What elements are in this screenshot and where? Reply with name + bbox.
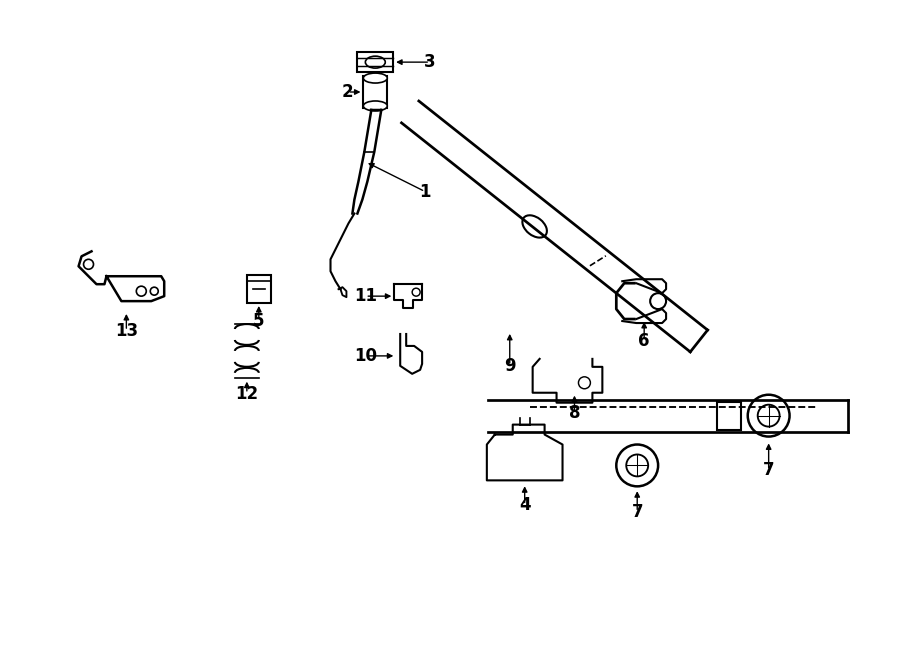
- Ellipse shape: [758, 405, 779, 426]
- Text: 7: 7: [632, 503, 643, 522]
- Ellipse shape: [364, 101, 387, 111]
- Bar: [247, 275, 271, 303]
- Text: 8: 8: [569, 404, 580, 422]
- Text: 6: 6: [638, 332, 650, 350]
- Circle shape: [412, 288, 420, 296]
- Bar: [717, 402, 741, 430]
- Text: 2: 2: [342, 83, 353, 101]
- Text: 3: 3: [424, 53, 436, 71]
- Ellipse shape: [365, 56, 385, 68]
- Ellipse shape: [626, 455, 648, 477]
- Circle shape: [650, 293, 666, 309]
- Text: 4: 4: [519, 496, 530, 514]
- Ellipse shape: [748, 395, 789, 436]
- Text: 1: 1: [419, 182, 431, 200]
- Text: 7: 7: [763, 461, 775, 479]
- Ellipse shape: [616, 444, 658, 486]
- Text: 5: 5: [253, 312, 265, 330]
- Text: 12: 12: [235, 385, 258, 403]
- Text: 9: 9: [504, 357, 516, 375]
- Circle shape: [84, 259, 94, 269]
- Circle shape: [136, 286, 147, 296]
- Text: 10: 10: [354, 347, 377, 365]
- Bar: [364, 76, 387, 108]
- Circle shape: [150, 287, 158, 295]
- Text: 13: 13: [115, 322, 138, 340]
- Ellipse shape: [522, 215, 547, 237]
- Bar: [357, 52, 393, 72]
- Text: 11: 11: [354, 287, 377, 305]
- Circle shape: [579, 377, 590, 389]
- Ellipse shape: [364, 73, 387, 83]
